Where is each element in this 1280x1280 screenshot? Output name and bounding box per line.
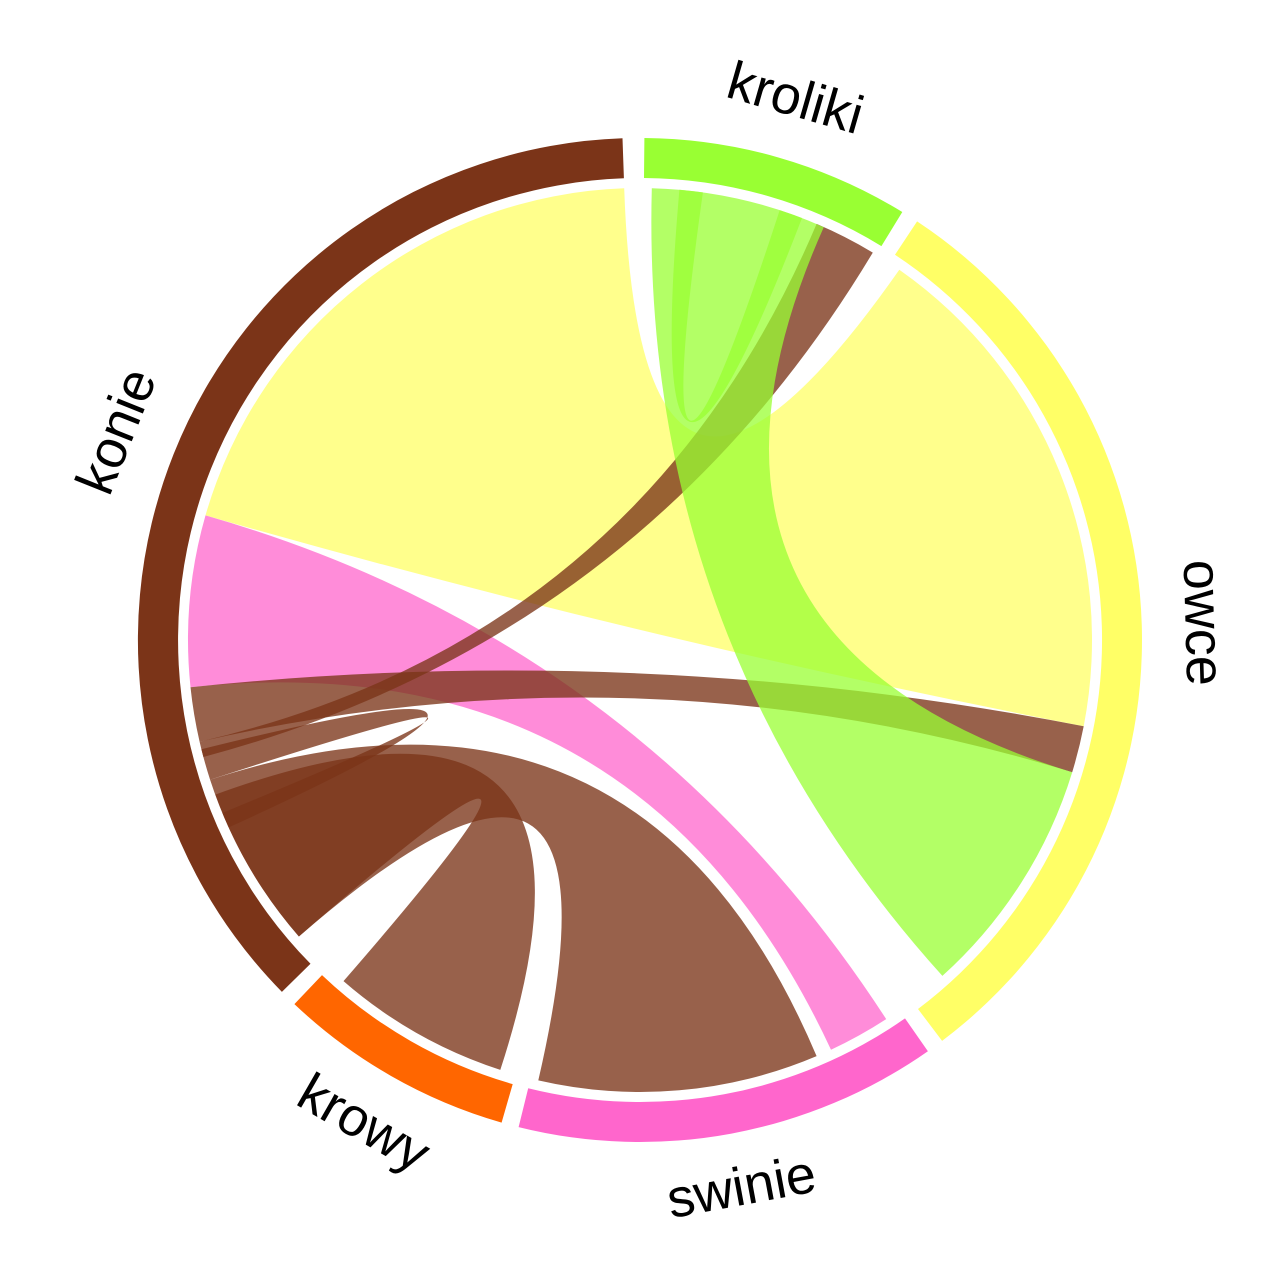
sector-track-swinie xyxy=(518,1018,928,1142)
chord-konie-swinie xyxy=(210,744,817,1093)
sector-label-owce: owce xyxy=(1172,559,1236,687)
chord-konie-kroliki xyxy=(199,223,873,757)
sector-track-konie xyxy=(137,138,624,992)
sector-track-owce xyxy=(895,221,1142,1041)
sector-tracks xyxy=(137,138,1142,1142)
chord-konie-owce xyxy=(205,188,1093,727)
sector-label-konie: konie xyxy=(65,360,169,502)
sector-track-kroliki xyxy=(644,138,903,247)
sector-label-swinie: swinie xyxy=(662,1144,820,1230)
chord-kroliki-owce xyxy=(651,188,1073,976)
chord-konie-konie xyxy=(201,709,429,828)
sector-track-krowy xyxy=(294,975,513,1123)
chord-links xyxy=(188,188,1093,1093)
sector-label-kroliki: kroliki xyxy=(721,50,870,146)
chord-kroliki-kroliki xyxy=(671,189,802,423)
chord-konie-swinie xyxy=(188,515,887,1050)
